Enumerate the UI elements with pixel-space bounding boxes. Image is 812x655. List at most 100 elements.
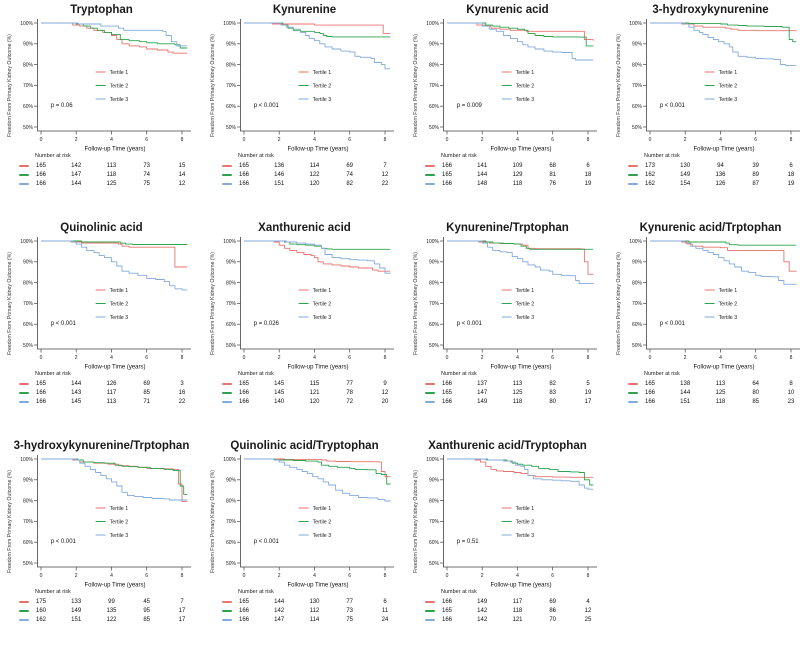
at-risk-row: 166 137 113 82 5 <box>421 381 605 389</box>
legend-label: Tertile 1 <box>516 70 535 76</box>
at-risk-count: 130 <box>309 599 320 605</box>
x-tick-label: 0 <box>649 355 652 361</box>
y-axis-label: Freedom From Primary Kidney Outcome (%) <box>209 33 216 137</box>
at-risk-count: 166 <box>35 399 46 405</box>
at-risk-label: Number at risk <box>35 371 71 377</box>
at-risk-count: 8 <box>789 381 793 387</box>
at-risk-count: 121 <box>512 617 523 623</box>
y-tick-label: 60% <box>429 322 440 328</box>
at-risk-table: Number at risk 166 137 113 82 5 165 147 125 83 1… <box>421 371 605 413</box>
y-tick-label: 50% <box>23 343 34 349</box>
y-axis-label: Freedom From Primary Kidney Outcome (%) <box>209 251 216 355</box>
p-value-label: p = 0.06 <box>51 103 74 109</box>
at-risk-table: Number at risk 165 144 130 77 6 166 142 112 73 1… <box>218 589 402 631</box>
tertile-dash <box>222 183 232 186</box>
at-risk-count: 7 <box>383 163 387 169</box>
km-plot: 100% 90% 80% 70% 60% 50% 0 2 4 6 8 Follo… <box>629 237 800 371</box>
km-panel-quinolinic-acid-tryptophan: Quinolinic acid/Tryptophan Freedom From … <box>203 436 406 654</box>
at-risk-count: 118 <box>106 172 117 178</box>
at-risk-count: 144 <box>680 390 691 396</box>
x-tick-label: 8 <box>181 355 184 361</box>
series-tertile-1 <box>447 22 594 41</box>
x-tick-label: 6 <box>348 137 351 143</box>
at-risk-count: 81 <box>549 172 557 178</box>
y-tick-label: 100% <box>20 239 33 245</box>
y-axis-label: Freedom From Primary Kidney Outcome (%) <box>6 251 13 355</box>
at-risk-count: 140 <box>274 399 285 405</box>
at-risk-count: 166 <box>441 617 452 623</box>
x-tick-label: 8 <box>587 355 590 361</box>
y-tick-label: 100% <box>426 21 439 27</box>
y-tick-label: 70% <box>632 301 643 307</box>
y-tick-label: 70% <box>226 301 237 307</box>
y-tick-label: 100% <box>20 21 33 27</box>
x-tick-label: 8 <box>587 137 590 143</box>
x-tick-label: 4 <box>516 137 519 143</box>
at-risk-count: 126 <box>715 181 726 187</box>
y-tick-label: 60% <box>23 104 34 110</box>
at-risk-count: 75 <box>346 617 354 623</box>
p-value-label: p = 0.009 <box>457 103 483 109</box>
series-tertile-1 <box>447 240 594 275</box>
x-axis-label: Follow-up Time (years) <box>84 147 145 153</box>
y-tick-label: 90% <box>632 260 643 266</box>
at-risk-count: 166 <box>35 390 46 396</box>
x-axis-label: Follow-up Time (years) <box>84 365 145 371</box>
x-axis-label: Follow-up Time (years) <box>287 583 348 589</box>
x-tick-label: 6 <box>348 355 351 361</box>
at-risk-count: 115 <box>309 381 320 387</box>
x-tick-label: 0 <box>40 573 43 579</box>
at-risk-count: 74 <box>346 172 354 178</box>
at-risk-row: 165 144 129 81 18 <box>421 172 605 180</box>
km-panel-kynurenine-trptophan: Kynurenine/Trptophan Freedom From Primar… <box>406 218 609 436</box>
km-plot: 100% 90% 80% 70% 60% 50% 0 2 4 6 8 Follo… <box>426 455 597 589</box>
tertile-dash <box>628 165 638 168</box>
legend-label: Tertile 2 <box>313 301 332 307</box>
at-risk-count: 77 <box>346 599 354 605</box>
at-risk-count: 4 <box>586 599 590 605</box>
at-risk-count: 87 <box>752 181 760 187</box>
y-axis-label: Freedom From Primary Kidney Outcome (%) <box>412 469 419 573</box>
at-risk-count: 16 <box>178 390 186 396</box>
x-tick-label: 2 <box>75 573 78 579</box>
panel-title: Kynurenic acid/Trptophan <box>639 222 782 234</box>
y-tick-label: 60% <box>429 104 440 110</box>
tertile-dash <box>222 601 232 604</box>
y-tick-label: 70% <box>226 83 237 89</box>
tertile-dash <box>222 392 232 395</box>
at-risk-count: 175 <box>35 599 46 605</box>
at-risk-count: 151 <box>274 181 285 187</box>
x-tick-label: 4 <box>313 355 316 361</box>
at-risk-count: 10 <box>787 390 795 396</box>
at-risk-count: 173 <box>644 163 655 169</box>
at-risk-count: 120 <box>309 181 320 187</box>
at-risk-count: 23 <box>787 399 795 405</box>
at-risk-label: Number at risk <box>35 153 71 159</box>
at-risk-count: 129 <box>512 172 523 178</box>
y-tick-label: 50% <box>429 125 440 131</box>
y-tick-label: 90% <box>429 478 440 484</box>
y-tick-label: 100% <box>20 457 33 463</box>
x-tick-label: 2 <box>481 573 484 579</box>
at-risk-count: 166 <box>238 181 249 187</box>
at-risk-count: 82 <box>346 181 354 187</box>
at-risk-count: 117 <box>512 599 523 605</box>
at-risk-label: Number at risk <box>238 153 274 159</box>
at-risk-table: Number at risk 175 133 99 45 7 160 149 135 95 17… <box>15 589 199 631</box>
at-risk-count: 118 <box>512 181 523 187</box>
y-tick-label: 90% <box>23 478 34 484</box>
at-risk-count: 122 <box>309 172 320 178</box>
at-risk-count: 144 <box>477 172 488 178</box>
at-risk-count: 95 <box>143 608 151 614</box>
x-axis-label: Follow-up Time (years) <box>490 147 551 153</box>
x-tick-label: 2 <box>278 355 281 361</box>
at-risk-count: 141 <box>477 163 488 169</box>
at-risk-count: 121 <box>309 390 320 396</box>
y-tick-label: 70% <box>429 83 440 89</box>
at-risk-count: 165 <box>238 163 249 169</box>
at-risk-label: Number at risk <box>441 589 477 595</box>
y-tick-label: 80% <box>23 498 34 504</box>
at-risk-count: 130 <box>680 163 691 169</box>
y-tick-label: 50% <box>226 125 237 131</box>
